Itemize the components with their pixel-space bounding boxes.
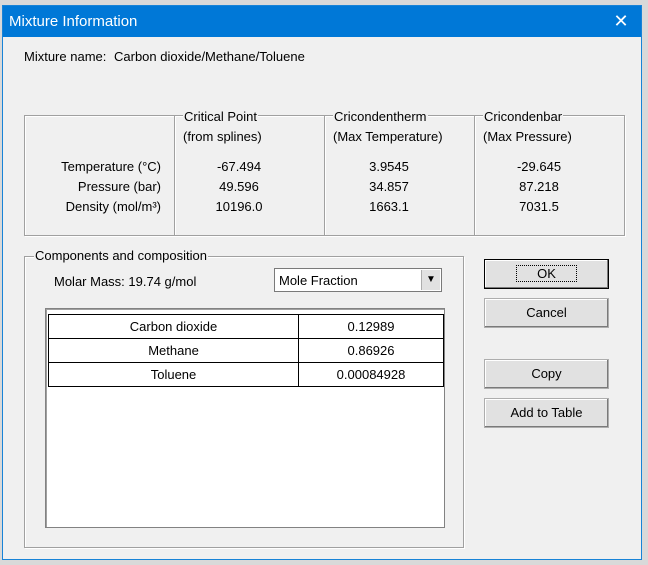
property-value: 1663.1 bbox=[369, 199, 409, 214]
column-title: Cricondenbar bbox=[483, 109, 564, 124]
property-value: 34.857 bbox=[369, 179, 409, 194]
button-label: Add to Table bbox=[510, 405, 583, 420]
row-label: Pressure (bar) bbox=[77, 179, 161, 194]
column-subtitle: (Max Temperature) bbox=[333, 129, 443, 144]
dropdown-arrow[interactable]: ▼ bbox=[421, 270, 440, 290]
column-divider bbox=[324, 116, 325, 235]
mixture-label: Mixture name: bbox=[24, 49, 107, 64]
row-label: Density (mol/m³) bbox=[65, 199, 161, 214]
close-button[interactable]: ✕ bbox=[613, 11, 629, 31]
column-subtitle: (Max Pressure) bbox=[483, 129, 572, 144]
column-subtitle: (from splines) bbox=[183, 129, 262, 144]
composition-table: Carbon dioxide 0.12989 Methane 0.86926 Tolue… bbox=[45, 308, 445, 528]
property-value: 7031.5 bbox=[519, 199, 559, 214]
button[interactable]: OK bbox=[484, 259, 609, 289]
property-value: 3.9545 bbox=[369, 159, 409, 174]
components-group bbox=[24, 256, 464, 548]
property-value: 87.218 bbox=[519, 179, 559, 194]
button[interactable]: Add to Table bbox=[484, 398, 609, 428]
column-divider bbox=[174, 116, 175, 235]
basis-dropdown[interactable]: Mole Fraction ▼ bbox=[274, 268, 442, 292]
component-fraction: 0.86926 bbox=[298, 338, 444, 363]
column-title: Critical Point bbox=[183, 109, 258, 124]
button[interactable]: Copy bbox=[484, 359, 609, 389]
component-name: Methane bbox=[48, 338, 299, 363]
component-fraction: 0.00084928 bbox=[298, 362, 444, 387]
window-title: Mixture Information bbox=[9, 13, 138, 30]
column-divider bbox=[474, 116, 475, 235]
property-value: 10196.0 bbox=[215, 199, 263, 214]
component-name: Carbon dioxide bbox=[48, 314, 299, 339]
button-label: Cancel bbox=[526, 305, 567, 320]
button[interactable]: Cancel bbox=[484, 298, 609, 328]
basis-value: Mole Fraction bbox=[279, 273, 358, 288]
title-bar: Mixture Information ✕ bbox=[3, 6, 641, 37]
components-title: Components and composition bbox=[34, 248, 208, 263]
properties-group bbox=[24, 115, 625, 236]
dialog: Mixture Information ✕ Mixture name: Carb… bbox=[2, 5, 642, 560]
column-title: Cricondentherm bbox=[333, 109, 428, 124]
row-label: Temperature (°C) bbox=[61, 159, 161, 174]
mixture-name: Carbon dioxide/Methane/Toluene bbox=[114, 49, 305, 64]
button-label: Copy bbox=[531, 366, 562, 381]
molar-mass: Molar Mass: 19.74 g/mol bbox=[54, 274, 197, 289]
component-fraction: 0.12989 bbox=[298, 314, 444, 339]
button-label: OK bbox=[516, 265, 577, 282]
property-value: 49.596 bbox=[219, 179, 259, 194]
property-value: -29.645 bbox=[516, 159, 562, 174]
property-value: -67.494 bbox=[216, 159, 262, 174]
component-name: Toluene bbox=[48, 362, 299, 387]
